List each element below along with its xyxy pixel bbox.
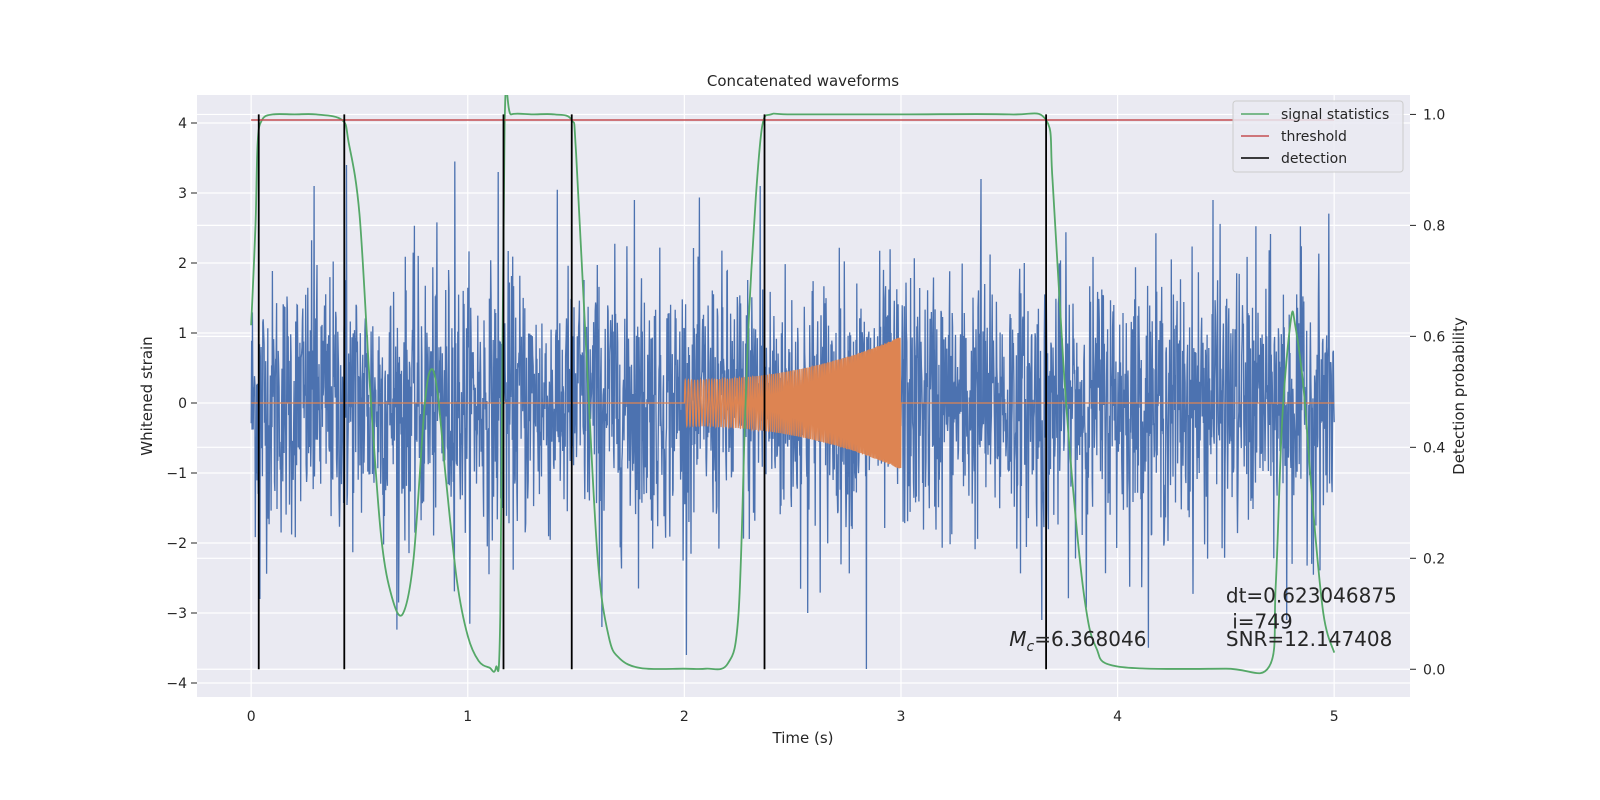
y-tick-label: −2: [166, 536, 187, 552]
x-tick-label: 0: [247, 709, 256, 725]
annotation-text: Mc=6.368046: [1009, 627, 1146, 655]
chart-title: Concatenated waveforms: [707, 72, 899, 90]
y2-tick-label: 1.0: [1423, 107, 1445, 123]
x-tick-label: 5: [1330, 709, 1339, 725]
legend-box: [1232, 100, 1404, 173]
signal-statistics-series: [250, 95, 1336, 675]
y2-tick-label: 0.0: [1423, 662, 1445, 678]
y2-tick-label: 0.2: [1423, 551, 1445, 567]
y-tick-label: 4: [178, 116, 187, 132]
y-tick-label: 3: [178, 186, 187, 202]
legend-label-threshold: threshold: [1281, 129, 1347, 145]
x-axis-ticks: 0 1 2 3 4 5: [247, 709, 1339, 725]
y2-axis-ticks: 0.0 0.2 0.4 0.6 0.8 1.0: [1410, 107, 1445, 678]
annotation-text: i=749: [1226, 609, 1293, 633]
x-tick-label: 2: [680, 709, 689, 725]
plot-lines: [250, 95, 1336, 675]
y2-tick-label: 0.6: [1423, 329, 1445, 345]
legend-label-statistics: signal statistics: [1281, 107, 1389, 123]
y-tick-label: −4: [166, 676, 187, 692]
y-tick-label: −3: [166, 606, 187, 622]
y-tick-label: 2: [178, 256, 187, 272]
injected-chirp-series: [251, 337, 1335, 469]
y2-axis-label: Detection probability: [1450, 317, 1468, 475]
legend: signal statistics threshold detection: [1232, 100, 1404, 173]
x-tick-label: 3: [897, 709, 906, 725]
y-tick-label: −1: [166, 466, 187, 482]
x-axis-label: Time (s): [772, 729, 834, 747]
y-axis-label: Whitened strain: [138, 336, 156, 455]
y-tick-label: 0: [178, 396, 187, 412]
y2-tick-label: 0.4: [1423, 440, 1445, 456]
annotation-text: dt=0.623046875: [1226, 584, 1397, 608]
x-tick-label: 1: [463, 709, 472, 725]
x-tick-label: 4: [1113, 709, 1122, 725]
annotation-text: SNR=12.147408: [1226, 627, 1392, 651]
legend-label-detection: detection: [1281, 151, 1347, 167]
y-tick-label: 1: [178, 326, 187, 342]
y-axis-ticks: −4 −3 −2 −1 0 1 2 3 4: [166, 116, 197, 692]
y2-tick-label: 0.8: [1423, 218, 1445, 234]
